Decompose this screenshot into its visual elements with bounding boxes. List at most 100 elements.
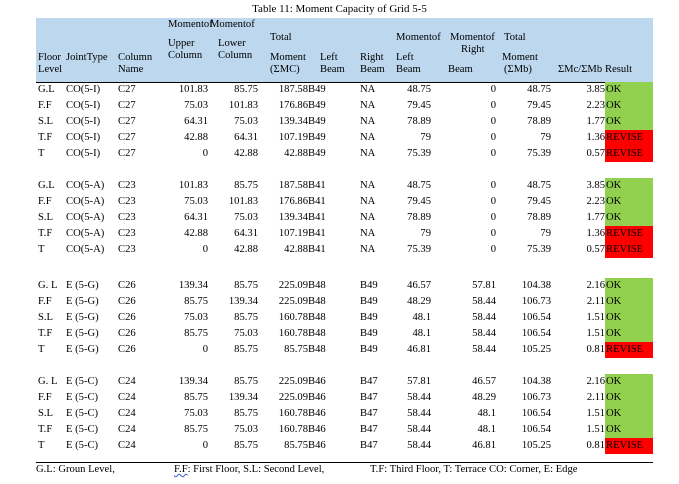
cell-left-beam: B49 (308, 116, 326, 127)
header-upper-column: Column (168, 50, 203, 61)
cell-result: OK (606, 376, 622, 387)
cell-left-beam-moment: 75.39 (407, 244, 431, 255)
cell-left-beam: B48 (308, 312, 326, 323)
cell-joint-type: E (5-G) (66, 280, 99, 291)
cell-left-beam-moment: 78.89 (407, 212, 431, 223)
table-row: T.F E (5-C) C24 85.75 75.03 160.78 B46 B47 58.44… (36, 422, 653, 438)
header-ratio: ΣMc/ΣMb (558, 64, 603, 75)
cell-total-beam-moment: 106.54 (521, 312, 551, 323)
cell-left-beam-moment: 58.44 (407, 392, 431, 403)
table-title: Table 11: Moment Capacity of Grid 5-5 (252, 3, 427, 15)
cell-upper-moment: 85.75 (184, 328, 208, 339)
cell-total-column-moment: 176.86 (278, 100, 308, 111)
table-row: T.F E (5-G) C26 85.75 75.03 160.78 B48 B49 48.1 5… (36, 326, 653, 342)
cell-right-beam-moment: 0 (490, 212, 496, 223)
cell-left-beam: B41 (308, 180, 326, 191)
cell-upper-moment: 101.83 (178, 84, 208, 95)
result-ok-badge: OK (605, 98, 653, 114)
cell-result: OK (606, 296, 622, 307)
result-revise-badge: REVISE (605, 130, 653, 146)
cell-lower-moment: 75.03 (234, 424, 258, 435)
cell-floor-level: T.F (38, 328, 53, 339)
cell-result: OK (606, 328, 622, 339)
cell-ratio: 1.51 (586, 328, 605, 339)
cell-total-beam-moment: 106.73 (521, 296, 551, 307)
header-total-beam: Total (504, 32, 526, 43)
cell-lower-moment: 85.75 (234, 440, 258, 451)
footnote-ff-abbr: F.F (174, 464, 188, 475)
cell-left-beam: B48 (308, 344, 326, 355)
result-ok-badge: OK (605, 210, 653, 226)
cell-column-name: C27 (118, 84, 136, 95)
header-moment-column: Moment (270, 52, 306, 63)
cell-floor-level: F.F (38, 100, 52, 111)
cell-joint-type: CO(5-A) (66, 180, 105, 191)
cell-left-beam: B49 (308, 132, 326, 143)
cell-left-beam: B46 (308, 376, 326, 387)
cell-right-beam-moment: 48.29 (472, 392, 496, 403)
cell-left-beam: B49 (308, 148, 326, 159)
cell-lower-moment: 85.75 (234, 312, 258, 323)
cell-left-beam: B41 (308, 212, 326, 223)
cell-right-beam: B49 (360, 280, 378, 291)
cell-left-beam-moment: 57.81 (407, 376, 431, 387)
cell-result: REVISE (606, 228, 644, 239)
table-row: T.F CO(5-A) C23 42.88 64.31 107.19 B41 NA 79 0 79 1… (36, 226, 653, 242)
cell-lower-moment: 75.03 (234, 212, 258, 223)
result-ok-badge: OK (605, 326, 653, 342)
cell-lower-moment: 85.75 (234, 280, 258, 291)
cell-joint-type: CO(5-I) (66, 116, 101, 127)
cell-right-beam-moment: 0 (490, 132, 496, 143)
header-name: Name (118, 64, 144, 75)
cell-ratio: 1.51 (586, 424, 605, 435)
cell-upper-moment: 42.88 (184, 132, 208, 143)
result-ok-badge: OK (605, 194, 653, 210)
cell-result: REVISE (606, 440, 644, 451)
header-rule (36, 82, 653, 83)
cell-left-beam: B48 (308, 280, 326, 291)
cell-upper-moment: 75.03 (184, 100, 208, 111)
cell-result: OK (606, 196, 622, 207)
cell-column-name: C27 (118, 148, 136, 159)
cell-joint-type: E (5-G) (66, 312, 99, 323)
cell-floor-level: S.L (38, 408, 54, 419)
cell-result: OK (606, 280, 622, 291)
result-ok-badge: OK (605, 422, 653, 438)
cell-floor-level: S.L (38, 212, 54, 223)
cell-floor-level: F.F (38, 296, 52, 307)
cell-total-beam-moment: 79.45 (527, 196, 551, 207)
table-row: S.L CO(5-I) C27 64.31 75.03 139.34 B49 NA 78.89 0… (36, 114, 653, 130)
cell-right-beam: B49 (360, 328, 378, 339)
cell-result: REVISE (606, 132, 644, 143)
cell-left-beam-moment: 46.57 (407, 280, 431, 291)
cell-column-name: C27 (118, 132, 136, 143)
cell-right-beam-moment: 46.57 (472, 376, 496, 387)
table-row: F.F E (5-C) C24 85.75 139.34 225.09 B46 B47 58.4… (36, 390, 653, 406)
cell-right-beam: B49 (360, 296, 378, 307)
cell-left-beam: B41 (308, 244, 326, 255)
result-ok-badge: OK (605, 310, 653, 326)
cell-ratio: 0.81 (586, 344, 605, 355)
header-column: Column (118, 52, 153, 63)
cell-right-beam-moment: 46.81 (472, 440, 496, 451)
cell-left-beam-moment: 79 (420, 228, 431, 239)
cell-ratio: 2.11 (586, 392, 605, 403)
cell-joint-type: CO(5-A) (66, 228, 105, 239)
cell-right-beam-moment: 0 (490, 148, 496, 159)
result-revise-badge: REVISE (605, 146, 653, 162)
cell-total-beam-moment: 79.45 (527, 100, 551, 111)
cell-result: OK (606, 312, 622, 323)
table-row: G.L CO(5-I) C27 101.83 85.75 187.58 B49 NA 48.75… (36, 82, 653, 98)
cell-ratio: 1.51 (586, 312, 605, 323)
cell-upper-moment: 0 (202, 344, 208, 355)
cell-total-column-moment: 107.19 (278, 228, 308, 239)
cell-total-beam-moment: 75.39 (527, 148, 551, 159)
cell-right-beam: NA (360, 132, 376, 143)
result-ok-badge: OK (605, 294, 653, 310)
cell-total-beam-moment: 79 (540, 228, 551, 239)
cell-column-name: C26 (118, 280, 136, 291)
cell-upper-moment: 42.88 (184, 228, 208, 239)
result-ok-badge: OK (605, 374, 653, 390)
cell-total-column-moment: 160.78 (278, 408, 308, 419)
cell-upper-moment: 85.75 (184, 424, 208, 435)
